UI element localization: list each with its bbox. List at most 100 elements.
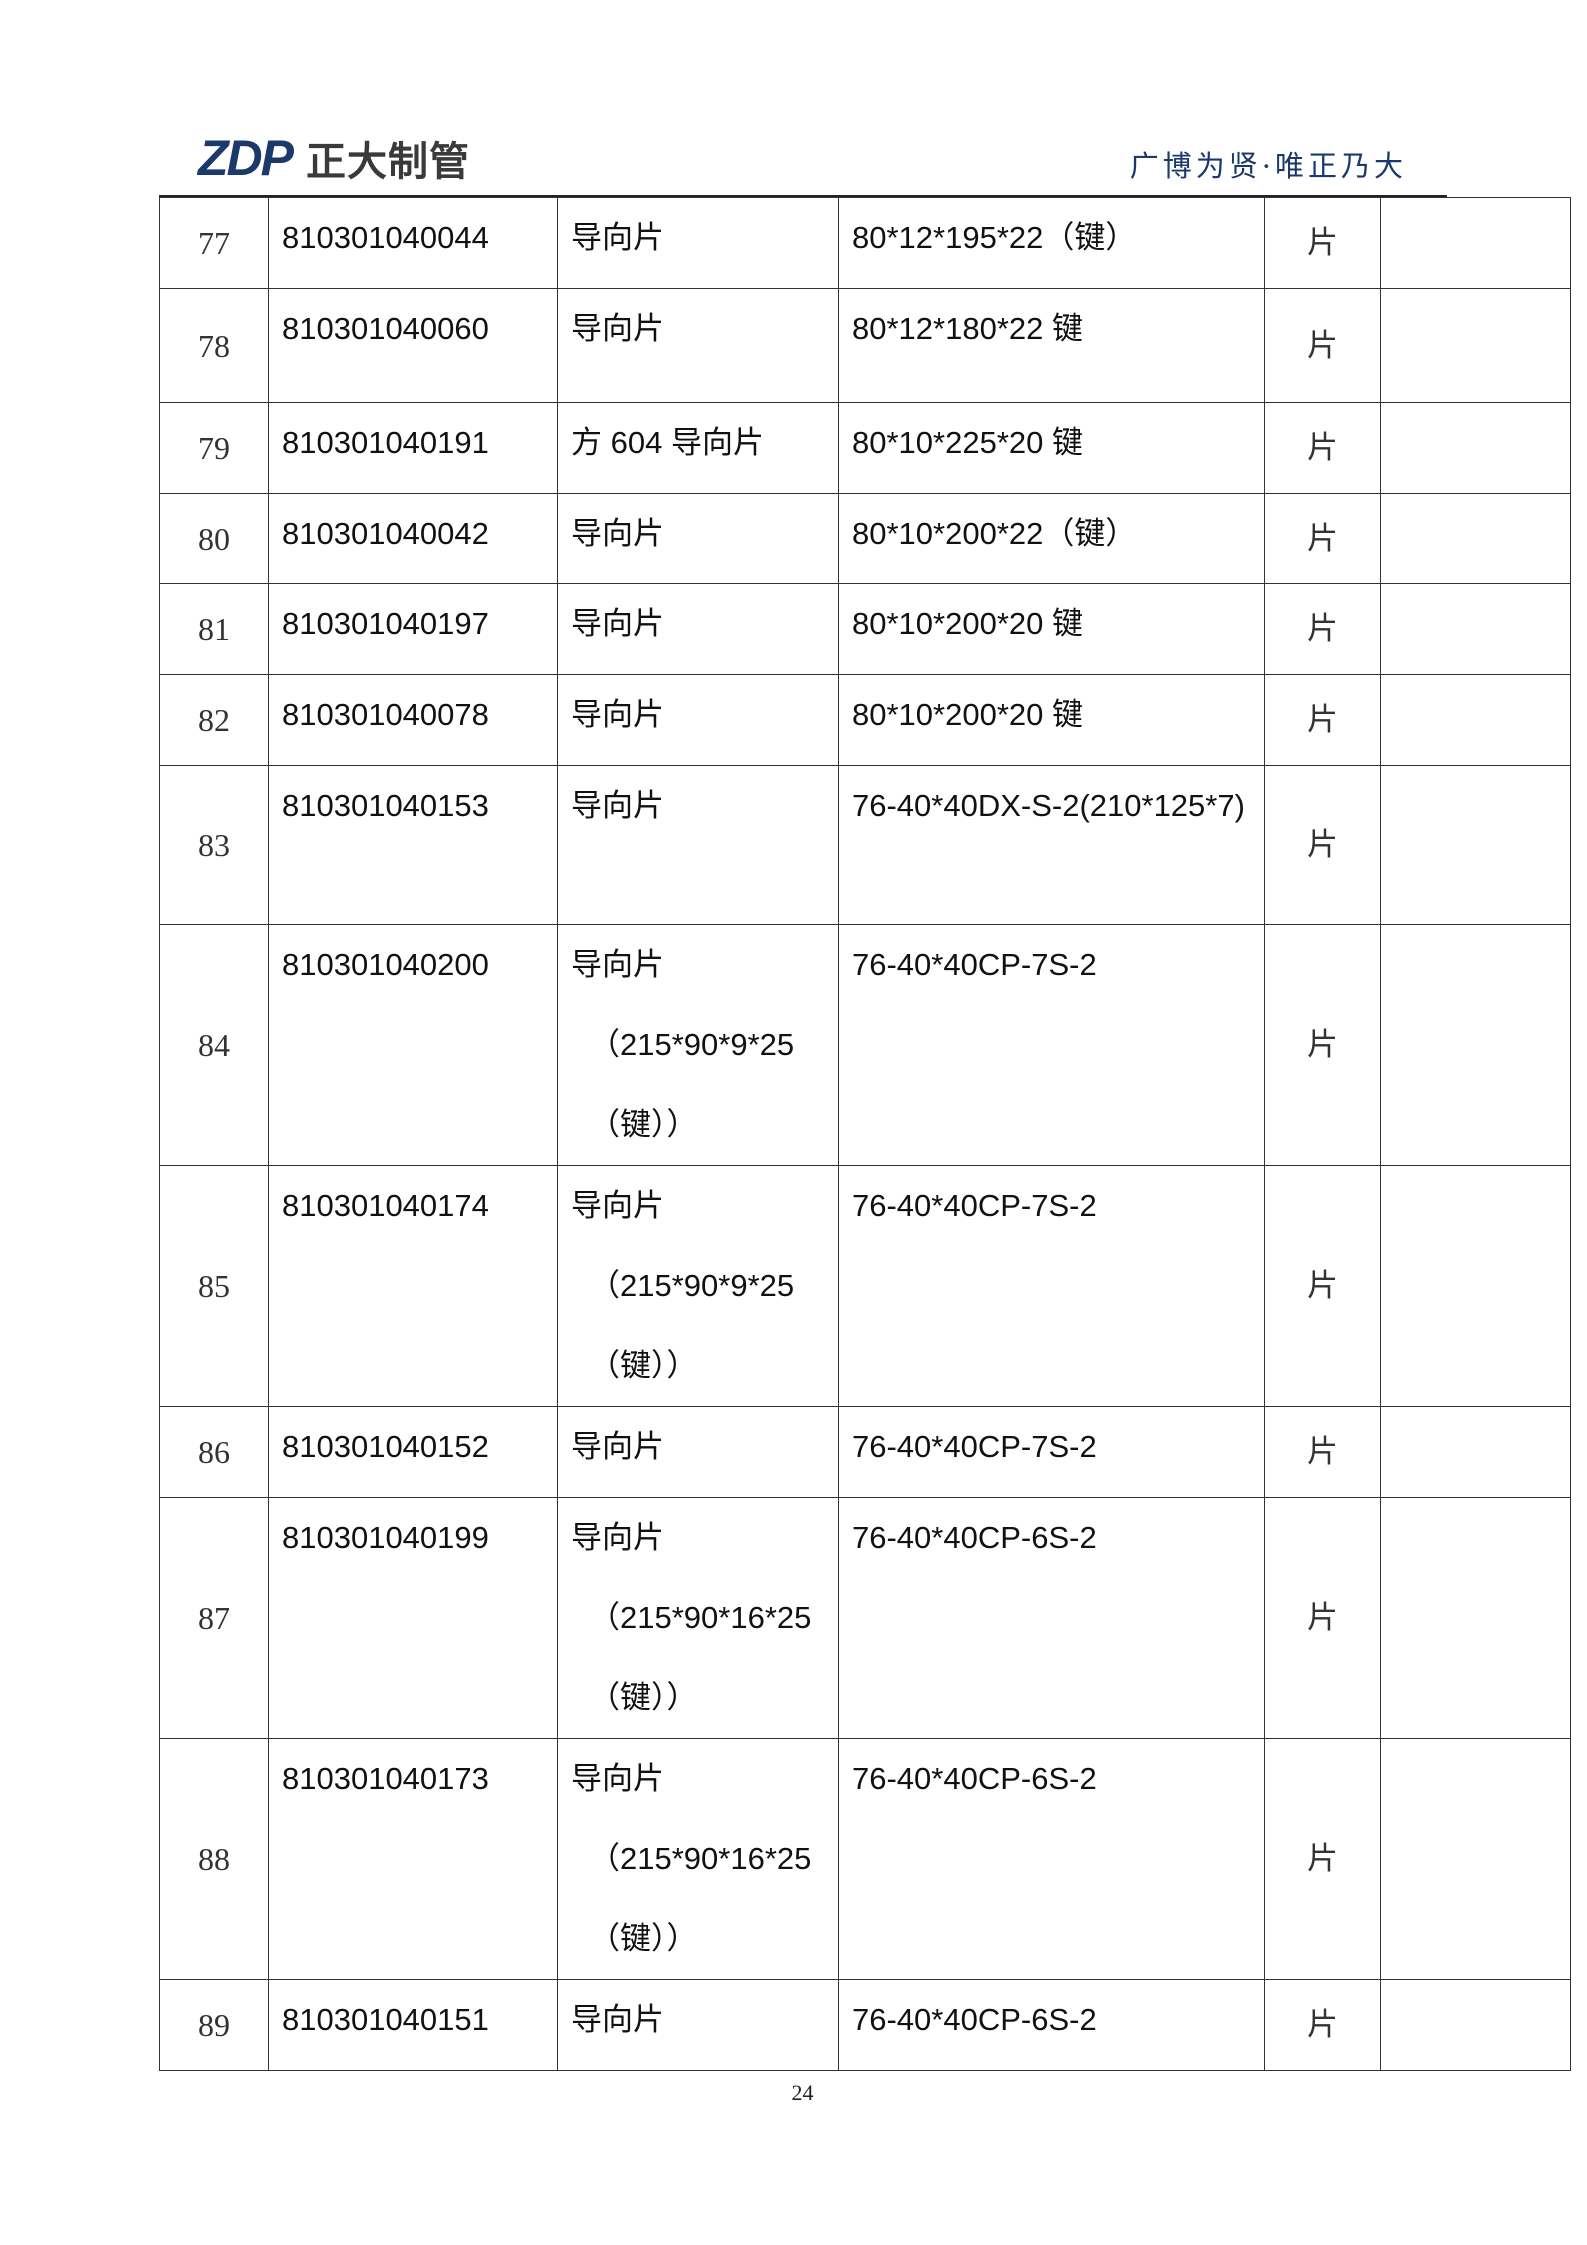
- unit: 片: [1264, 402, 1381, 494]
- item-name-line: 导向片: [571, 220, 664, 255]
- item-name-line: 导向片: [571, 1188, 664, 1223]
- specification: 76-40*40CP-7S-2: [838, 1406, 1265, 1498]
- material-code: 810301040060: [268, 288, 558, 403]
- unit: 片: [1264, 1979, 1381, 2071]
- specification: 80*10*200*22（键）: [838, 493, 1265, 584]
- table-row: 89 810301040151 导向片 76-40*40CP-6S-2 片: [159, 1979, 1571, 2071]
- remark-cell: [1380, 924, 1571, 1166]
- item-name-line: 导向片: [571, 1520, 664, 1555]
- item-name-line: 导向片: [571, 1429, 664, 1464]
- remark-cell: [1380, 288, 1571, 403]
- remark-cell: [1380, 1406, 1571, 1498]
- parts-table: 77 810301040044 导向片 80*12*195*22（键）片 78 81030…: [159, 197, 1571, 2071]
- table-row: 88 810301040173 导向片 （215*90*16*25 （键）） 76-40*…: [159, 1738, 1571, 1980]
- specification: 80*10*200*20 键: [838, 674, 1265, 766]
- remark-cell: [1380, 765, 1571, 925]
- material-code: 810301040174: [268, 1165, 558, 1407]
- header-divider: [159, 195, 1447, 197]
- item-name-line: 导向片: [571, 788, 664, 823]
- specification: 80*10*225*20 键: [838, 402, 1265, 494]
- unit: 片: [1264, 1165, 1381, 1407]
- material-code: 810301040191: [268, 402, 558, 494]
- remark-cell: [1380, 493, 1571, 584]
- row-number: 79: [159, 402, 269, 494]
- table-row: 78 810301040060 导向片 80*12*180*22 键片: [159, 288, 1571, 403]
- specification: 76-40*40CP-6S-2: [838, 1497, 1265, 1739]
- row-number: 82: [159, 674, 269, 766]
- unit: 片: [1264, 765, 1381, 925]
- unit: 片: [1264, 1406, 1381, 1498]
- item-name: 导向片: [557, 674, 839, 766]
- unit: 片: [1264, 674, 1381, 766]
- specification: 80*12*195*22（键）: [838, 197, 1265, 289]
- company-logo: ZDP 正大制管: [198, 130, 470, 186]
- item-name-line: （215*90*16*25: [589, 1600, 812, 1635]
- specification: 76-40*40CP-7S-2: [838, 1165, 1265, 1407]
- row-number: 88: [159, 1738, 269, 1980]
- row-number: 83: [159, 765, 269, 925]
- remark-cell: [1380, 1738, 1571, 1980]
- item-name-line: （215*90*16*25: [589, 1841, 812, 1876]
- row-number: 81: [159, 583, 269, 675]
- table-row: 81 810301040197 导向片 80*10*200*20 键片: [159, 583, 1571, 675]
- logo-text: 正大制管: [306, 139, 470, 185]
- material-code: 810301040197: [268, 583, 558, 675]
- material-code: 810301040153: [268, 765, 558, 925]
- table-row: 84 810301040200 导向片 （215*90*9*25 （键）） 76-40*4…: [159, 924, 1571, 1166]
- unit: 片: [1264, 924, 1381, 1166]
- item-name-line: 导向片: [571, 947, 664, 982]
- remark-cell: [1380, 583, 1571, 675]
- specification: 76-40*40CP-6S-2: [838, 1979, 1265, 2071]
- row-number: 89: [159, 1979, 269, 2071]
- material-code: 810301040151: [268, 1979, 558, 2071]
- material-code: 810301040152: [268, 1406, 558, 1498]
- row-number: 87: [159, 1497, 269, 1739]
- item-name-line: （键））: [589, 1348, 698, 1383]
- item-name-line: （键））: [589, 1107, 698, 1142]
- row-number: 77: [159, 197, 269, 289]
- material-code: 810301040199: [268, 1497, 558, 1739]
- specification: 76-40*40DX-S-2(210*125*7): [838, 765, 1265, 925]
- item-name: 导向片 （215*90*9*25 （键））: [557, 1165, 839, 1407]
- item-name-line: 导向片: [571, 606, 664, 641]
- item-name-line: （键））: [589, 1680, 698, 1715]
- table-row: 82 810301040078 导向片 80*10*200*20 键片: [159, 674, 1571, 766]
- remark-cell: [1380, 1979, 1571, 2071]
- table-row: 85 810301040174 导向片 （215*90*9*25 （键）） 76-40*4…: [159, 1165, 1571, 1407]
- row-number: 80: [159, 493, 269, 584]
- material-code: 810301040173: [268, 1738, 558, 1980]
- item-name: 导向片: [557, 197, 839, 289]
- table-row: 83 810301040153 导向片 76-40*40DX-S-2(210*125*…: [159, 765, 1571, 925]
- unit: 片: [1264, 583, 1381, 675]
- remark-cell: [1380, 402, 1571, 494]
- specification: 80*12*180*22 键: [838, 288, 1265, 403]
- item-name: 导向片 （215*90*9*25 （键））: [557, 924, 839, 1166]
- material-code: 810301040078: [268, 674, 558, 766]
- item-name-line: 方 604 导向片: [571, 425, 764, 460]
- item-name-line: （键））: [589, 1921, 698, 1956]
- unit: 片: [1264, 197, 1381, 289]
- specification: 80*10*200*20 键: [838, 583, 1265, 675]
- item-name: 导向片: [557, 765, 839, 925]
- item-name: 导向片: [557, 1979, 839, 2071]
- item-name: 导向片 （215*90*16*25 （键））: [557, 1738, 839, 1980]
- row-number: 85: [159, 1165, 269, 1407]
- material-code: 810301040044: [268, 197, 558, 289]
- material-code: 810301040042: [268, 493, 558, 584]
- unit: 片: [1264, 493, 1381, 584]
- table-row: 80 810301040042 导向片 80*10*200*22（键）片: [159, 493, 1571, 584]
- material-code: 810301040200: [268, 924, 558, 1166]
- logo-mark: ZDP: [198, 130, 294, 186]
- item-name-line: 导向片: [571, 516, 664, 551]
- remark-cell: [1380, 197, 1571, 289]
- table-row: 77 810301040044 导向片 80*12*195*22（键）片: [159, 197, 1571, 289]
- page-number: 24: [791, 2080, 814, 2105]
- item-name: 导向片: [557, 1406, 839, 1498]
- unit: 片: [1264, 288, 1381, 403]
- remark-cell: [1380, 674, 1571, 766]
- item-name-line: （215*90*9*25: [589, 1268, 795, 1303]
- item-name-line: 导向片: [571, 697, 664, 732]
- item-name: 导向片: [557, 583, 839, 675]
- specification: 76-40*40CP-6S-2: [838, 1738, 1265, 1980]
- row-number: 78: [159, 288, 269, 403]
